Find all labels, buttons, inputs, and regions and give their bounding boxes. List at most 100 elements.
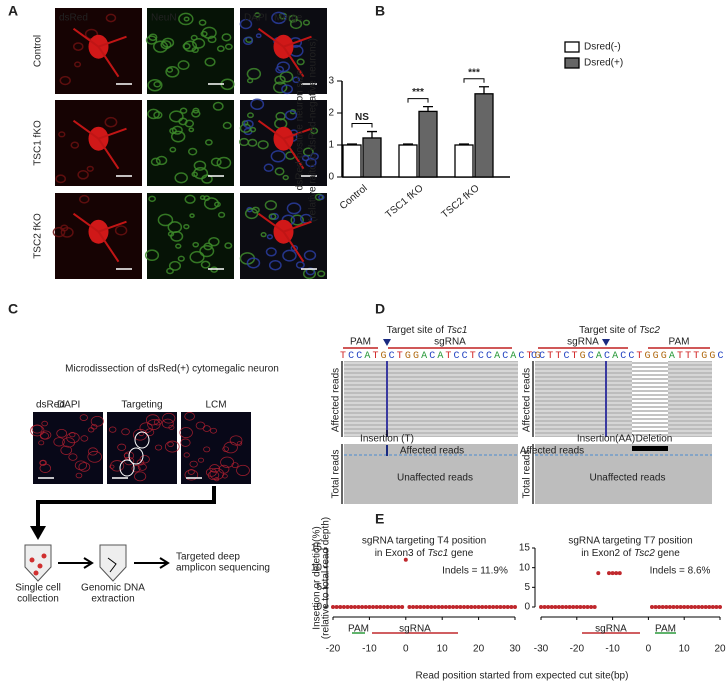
- cell: [203, 197, 220, 210]
- point: [707, 605, 712, 609]
- cell: [273, 81, 288, 94]
- point: [692, 605, 697, 609]
- point: [502, 605, 507, 609]
- cell: [274, 167, 285, 176]
- point: [429, 605, 434, 609]
- subtitle-part: gene: [448, 548, 473, 559]
- cell: [153, 80, 162, 88]
- cell: [295, 261, 305, 269]
- cell: [150, 157, 161, 167]
- x-tick-label: 10: [437, 644, 449, 655]
- cell: [193, 160, 207, 171]
- step-label: amplicon sequencing: [176, 563, 270, 574]
- cell: [302, 19, 311, 26]
- cell: [281, 84, 293, 95]
- micrograph: [55, 100, 142, 186]
- bracket: [351, 123, 373, 128]
- channel-label: Merge: [274, 13, 303, 24]
- point: [331, 605, 335, 609]
- micrograph: [179, 412, 251, 484]
- cell: [30, 424, 45, 437]
- cell: [179, 107, 188, 114]
- base: T: [340, 351, 348, 362]
- cell: [284, 110, 298, 121]
- point: [356, 605, 361, 609]
- cell: [60, 445, 73, 455]
- cell: [309, 152, 319, 161]
- step-label: Genomic DNA: [81, 583, 145, 594]
- point: [571, 605, 576, 609]
- cell: [200, 260, 211, 269]
- cell: [249, 126, 257, 133]
- point: [407, 605, 412, 609]
- point: [617, 571, 622, 576]
- cell: [192, 37, 206, 49]
- channel-label: NeuN: [151, 13, 177, 24]
- point: [700, 605, 705, 609]
- point: [714, 605, 719, 609]
- cell: [40, 430, 52, 440]
- micrograph: [238, 98, 327, 186]
- step-arrow: [134, 557, 170, 569]
- cell: [70, 141, 80, 149]
- point: [458, 605, 463, 609]
- point: [411, 605, 416, 609]
- point: [689, 605, 694, 609]
- cell: [169, 146, 177, 153]
- row-label: TSC1 fKO: [33, 120, 44, 166]
- cell: [204, 139, 213, 146]
- point: [678, 605, 683, 609]
- unaffected-label: Unaffected reads: [590, 473, 666, 484]
- base: T: [397, 351, 405, 362]
- y-axis-label: (relative to total read depth): [321, 517, 332, 639]
- x-tick-label: -10: [605, 644, 620, 655]
- y-tick-label: 2: [328, 108, 334, 119]
- y-axis-label: dsRed-positive neuron size: [295, 69, 306, 190]
- cell: [75, 472, 83, 479]
- step-label: collection: [17, 594, 59, 605]
- sequence: CCTTCTGCACACCTGGGATTTGGC: [531, 351, 726, 362]
- sequence: TCCATGCTGGACATCCTCCACACTG: [340, 351, 543, 362]
- neurite: [257, 27, 312, 78]
- point: [349, 605, 354, 609]
- cell: [52, 226, 66, 238]
- cell: [317, 270, 326, 278]
- cell: [56, 428, 68, 438]
- cell: [275, 65, 285, 74]
- cell: [222, 121, 232, 130]
- cell: [224, 43, 233, 51]
- cell: [203, 446, 211, 453]
- point: [505, 605, 510, 609]
- cell: [144, 428, 155, 437]
- point: [360, 605, 365, 609]
- cell: [171, 125, 183, 135]
- point: [589, 605, 594, 609]
- cell: [314, 193, 324, 201]
- x-tick-label: 0: [646, 644, 652, 655]
- point: [392, 605, 397, 609]
- cell: [74, 460, 88, 471]
- neurite: [72, 119, 127, 170]
- point: [494, 605, 499, 609]
- affected-inner: Affected reads: [520, 446, 584, 457]
- cell: [207, 35, 217, 44]
- point: [498, 605, 503, 609]
- cell: [246, 257, 261, 269]
- cell: [184, 469, 199, 481]
- cell: [184, 194, 196, 204]
- cell: [257, 140, 269, 150]
- cell: [184, 412, 195, 421]
- y-tick-label: 15: [519, 543, 531, 554]
- point: [513, 605, 517, 609]
- cell: [303, 250, 317, 261]
- cell: [204, 57, 216, 67]
- point: [653, 605, 658, 609]
- target-circle: [134, 431, 150, 449]
- cell: [38, 440, 45, 446]
- cell: [276, 61, 290, 73]
- base: C: [604, 351, 612, 362]
- cell: [79, 194, 90, 204]
- micrograph: [239, 193, 327, 280]
- step-label: Targeted deep: [176, 552, 240, 563]
